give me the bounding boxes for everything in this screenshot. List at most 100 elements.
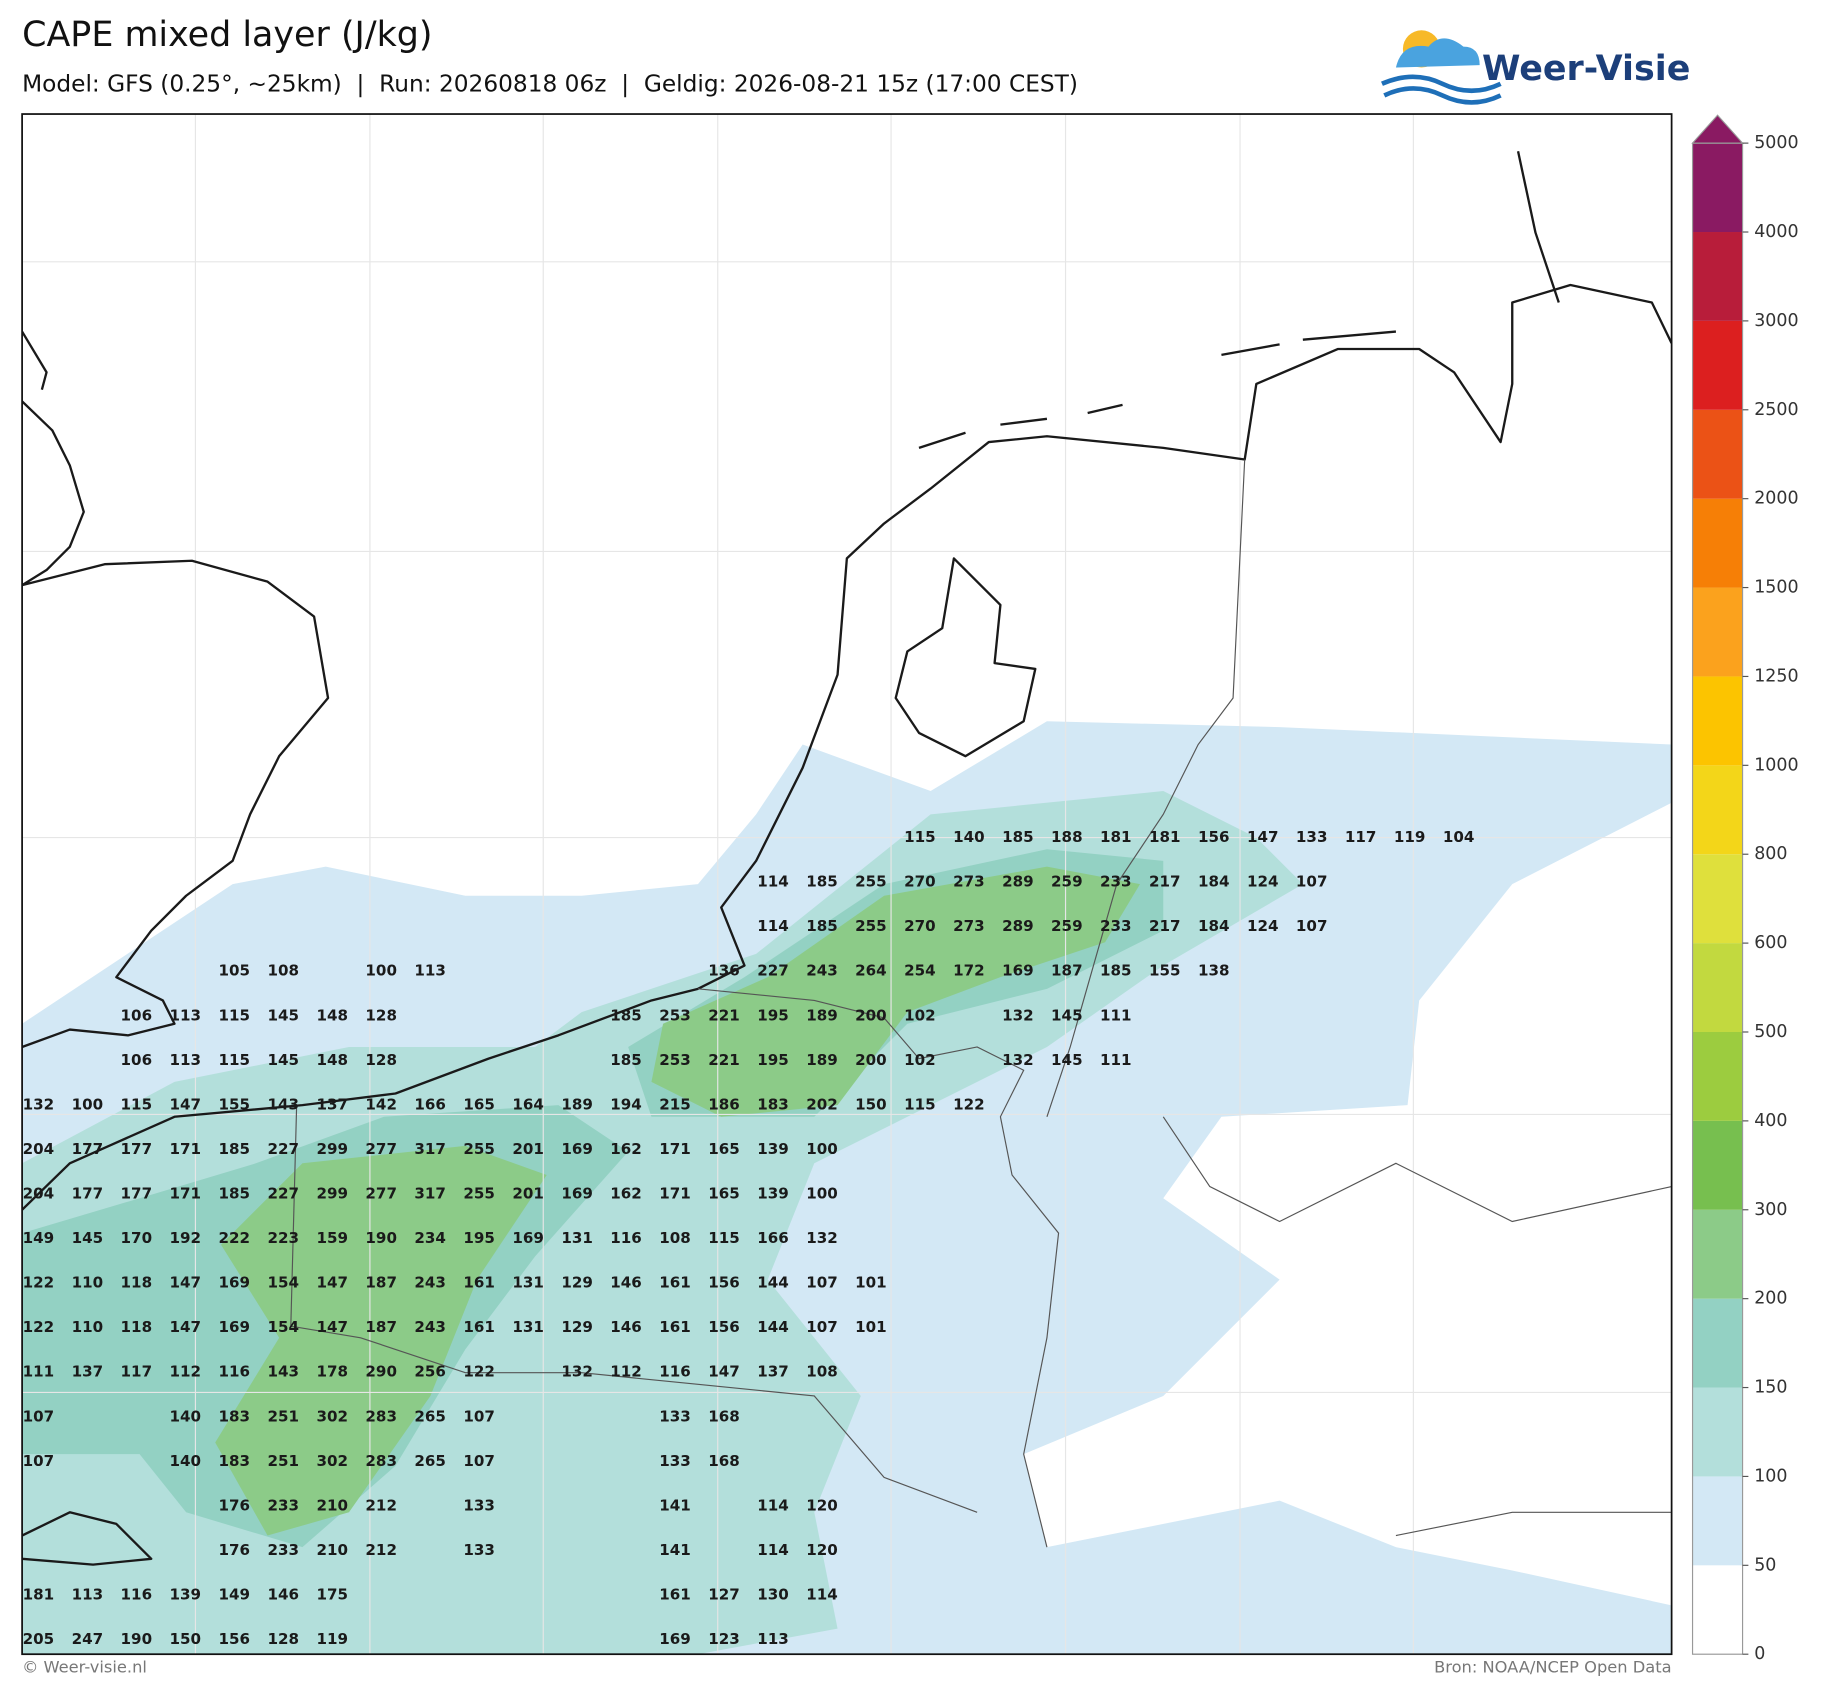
value-label: 210	[316, 1496, 348, 1514]
value-label: 190	[365, 1229, 397, 1247]
value-label: 166	[414, 1095, 446, 1113]
value-label: 265	[414, 1407, 446, 1425]
value-label: 168	[708, 1452, 740, 1470]
value-label: 176	[219, 1541, 251, 1559]
value-label: 172	[953, 962, 985, 980]
value-label: 277	[365, 1185, 397, 1203]
value-label: 154	[267, 1274, 299, 1292]
value-label: 115	[904, 1095, 936, 1113]
value-label: 251	[267, 1452, 299, 1470]
value-label: 183	[219, 1407, 251, 1425]
value-label: 212	[365, 1541, 397, 1559]
value-label: 178	[316, 1363, 348, 1381]
value-label: 120	[806, 1541, 838, 1559]
value-label: 161	[659, 1274, 691, 1292]
colorbar-tick-label: 100	[1754, 1466, 1787, 1486]
value-label: 162	[610, 1140, 642, 1158]
value-label: 195	[757, 1006, 789, 1024]
value-label: 277	[365, 1140, 397, 1158]
value-label: 181	[1149, 828, 1181, 846]
value-label: 100	[365, 962, 397, 980]
value-label: 142	[365, 1095, 397, 1113]
value-label: 136	[708, 962, 740, 980]
value-label: 108	[806, 1363, 838, 1381]
value-label: 122	[463, 1363, 495, 1381]
value-label: 202	[806, 1095, 838, 1113]
value-label: 185	[806, 917, 838, 935]
value-label: 150	[855, 1095, 887, 1113]
value-label: 186	[708, 1095, 740, 1113]
value-label: 133	[463, 1496, 495, 1514]
colorbar-segment	[1692, 232, 1743, 321]
value-label: 118	[121, 1274, 153, 1292]
value-label: 161	[463, 1318, 495, 1336]
value-label: 132	[561, 1363, 593, 1381]
value-label: 118	[121, 1318, 153, 1336]
colorbar-segment	[1692, 854, 1743, 944]
value-label: 243	[806, 962, 838, 980]
value-label: 104	[1443, 828, 1475, 846]
colorbar-segment	[1692, 320, 1743, 410]
value-labels: 115 140 185 188 181 181 156 147 133 117 119 104 114 1…	[23, 828, 1475, 1648]
value-label: 270	[904, 873, 936, 891]
colorbar-tick-label: 400	[1754, 1111, 1787, 1131]
value-label: 165	[463, 1095, 495, 1113]
value-label: 169	[512, 1229, 544, 1247]
value-label: 113	[170, 1051, 202, 1069]
colorbar-segment	[1692, 409, 1743, 499]
colorbar-segment	[1692, 1476, 1743, 1566]
value-label: 227	[267, 1140, 299, 1158]
value-label: 169	[1002, 962, 1034, 980]
value-label: 139	[757, 1185, 789, 1203]
colorbar-tick-label: 1000	[1754, 755, 1798, 775]
map: 115 140 185 188 181 181 156 147 133 117 119 104 114 1…	[22, 114, 1672, 1655]
value-label: 185	[219, 1140, 251, 1158]
value-label: 147	[170, 1274, 202, 1292]
value-label: 233	[267, 1496, 299, 1514]
value-label: 116	[610, 1229, 642, 1247]
value-label: 140	[170, 1407, 202, 1425]
colorbar-tick-label: 0	[1754, 1644, 1765, 1664]
value-label: 107	[23, 1407, 55, 1425]
value-label: 200	[855, 1006, 887, 1024]
value-label: 184	[1198, 917, 1230, 935]
value-label: 188	[1051, 828, 1083, 846]
value-label: 162	[610, 1185, 642, 1203]
value-label: 254	[904, 962, 936, 980]
value-label: 149	[23, 1229, 55, 1247]
value-label: 243	[414, 1318, 446, 1336]
value-label: 177	[121, 1185, 153, 1203]
colorbar-tick-label: 3000	[1754, 311, 1798, 331]
value-label: 187	[365, 1274, 397, 1292]
value-label: 195	[463, 1229, 495, 1247]
value-label: 233	[1100, 873, 1132, 891]
value-label: 120	[806, 1496, 838, 1514]
value-label: 141	[659, 1541, 691, 1559]
value-label: 221	[708, 1006, 740, 1024]
value-label: 283	[365, 1452, 397, 1470]
value-label: 115	[219, 1006, 251, 1024]
value-label: 107	[1296, 917, 1328, 935]
logo: Weer-Visie	[1381, 30, 1690, 105]
colorbar-segment	[1692, 676, 1743, 766]
value-label: 171	[659, 1140, 691, 1158]
value-label: 100	[806, 1140, 838, 1158]
value-label: 101	[855, 1318, 887, 1336]
colorbar-tick-label: 300	[1754, 1200, 1787, 1220]
value-label: 283	[365, 1407, 397, 1425]
colorbar-tick-label: 200	[1754, 1289, 1787, 1309]
value-label: 185	[219, 1185, 251, 1203]
value-label: 205	[23, 1630, 55, 1648]
value-label: 161	[659, 1585, 691, 1603]
value-label: 171	[170, 1185, 202, 1203]
value-label: 251	[267, 1407, 299, 1425]
value-label: 187	[365, 1318, 397, 1336]
value-label: 185	[806, 873, 838, 891]
footer-left: © Weer-visie.nl	[22, 1658, 147, 1677]
value-label: 192	[170, 1229, 202, 1247]
value-label: 138	[1198, 962, 1230, 980]
value-label: 317	[414, 1185, 446, 1203]
colorbar-tick-label: 5000	[1754, 133, 1798, 153]
value-label: 259	[1051, 917, 1083, 935]
value-label: 131	[561, 1229, 593, 1247]
